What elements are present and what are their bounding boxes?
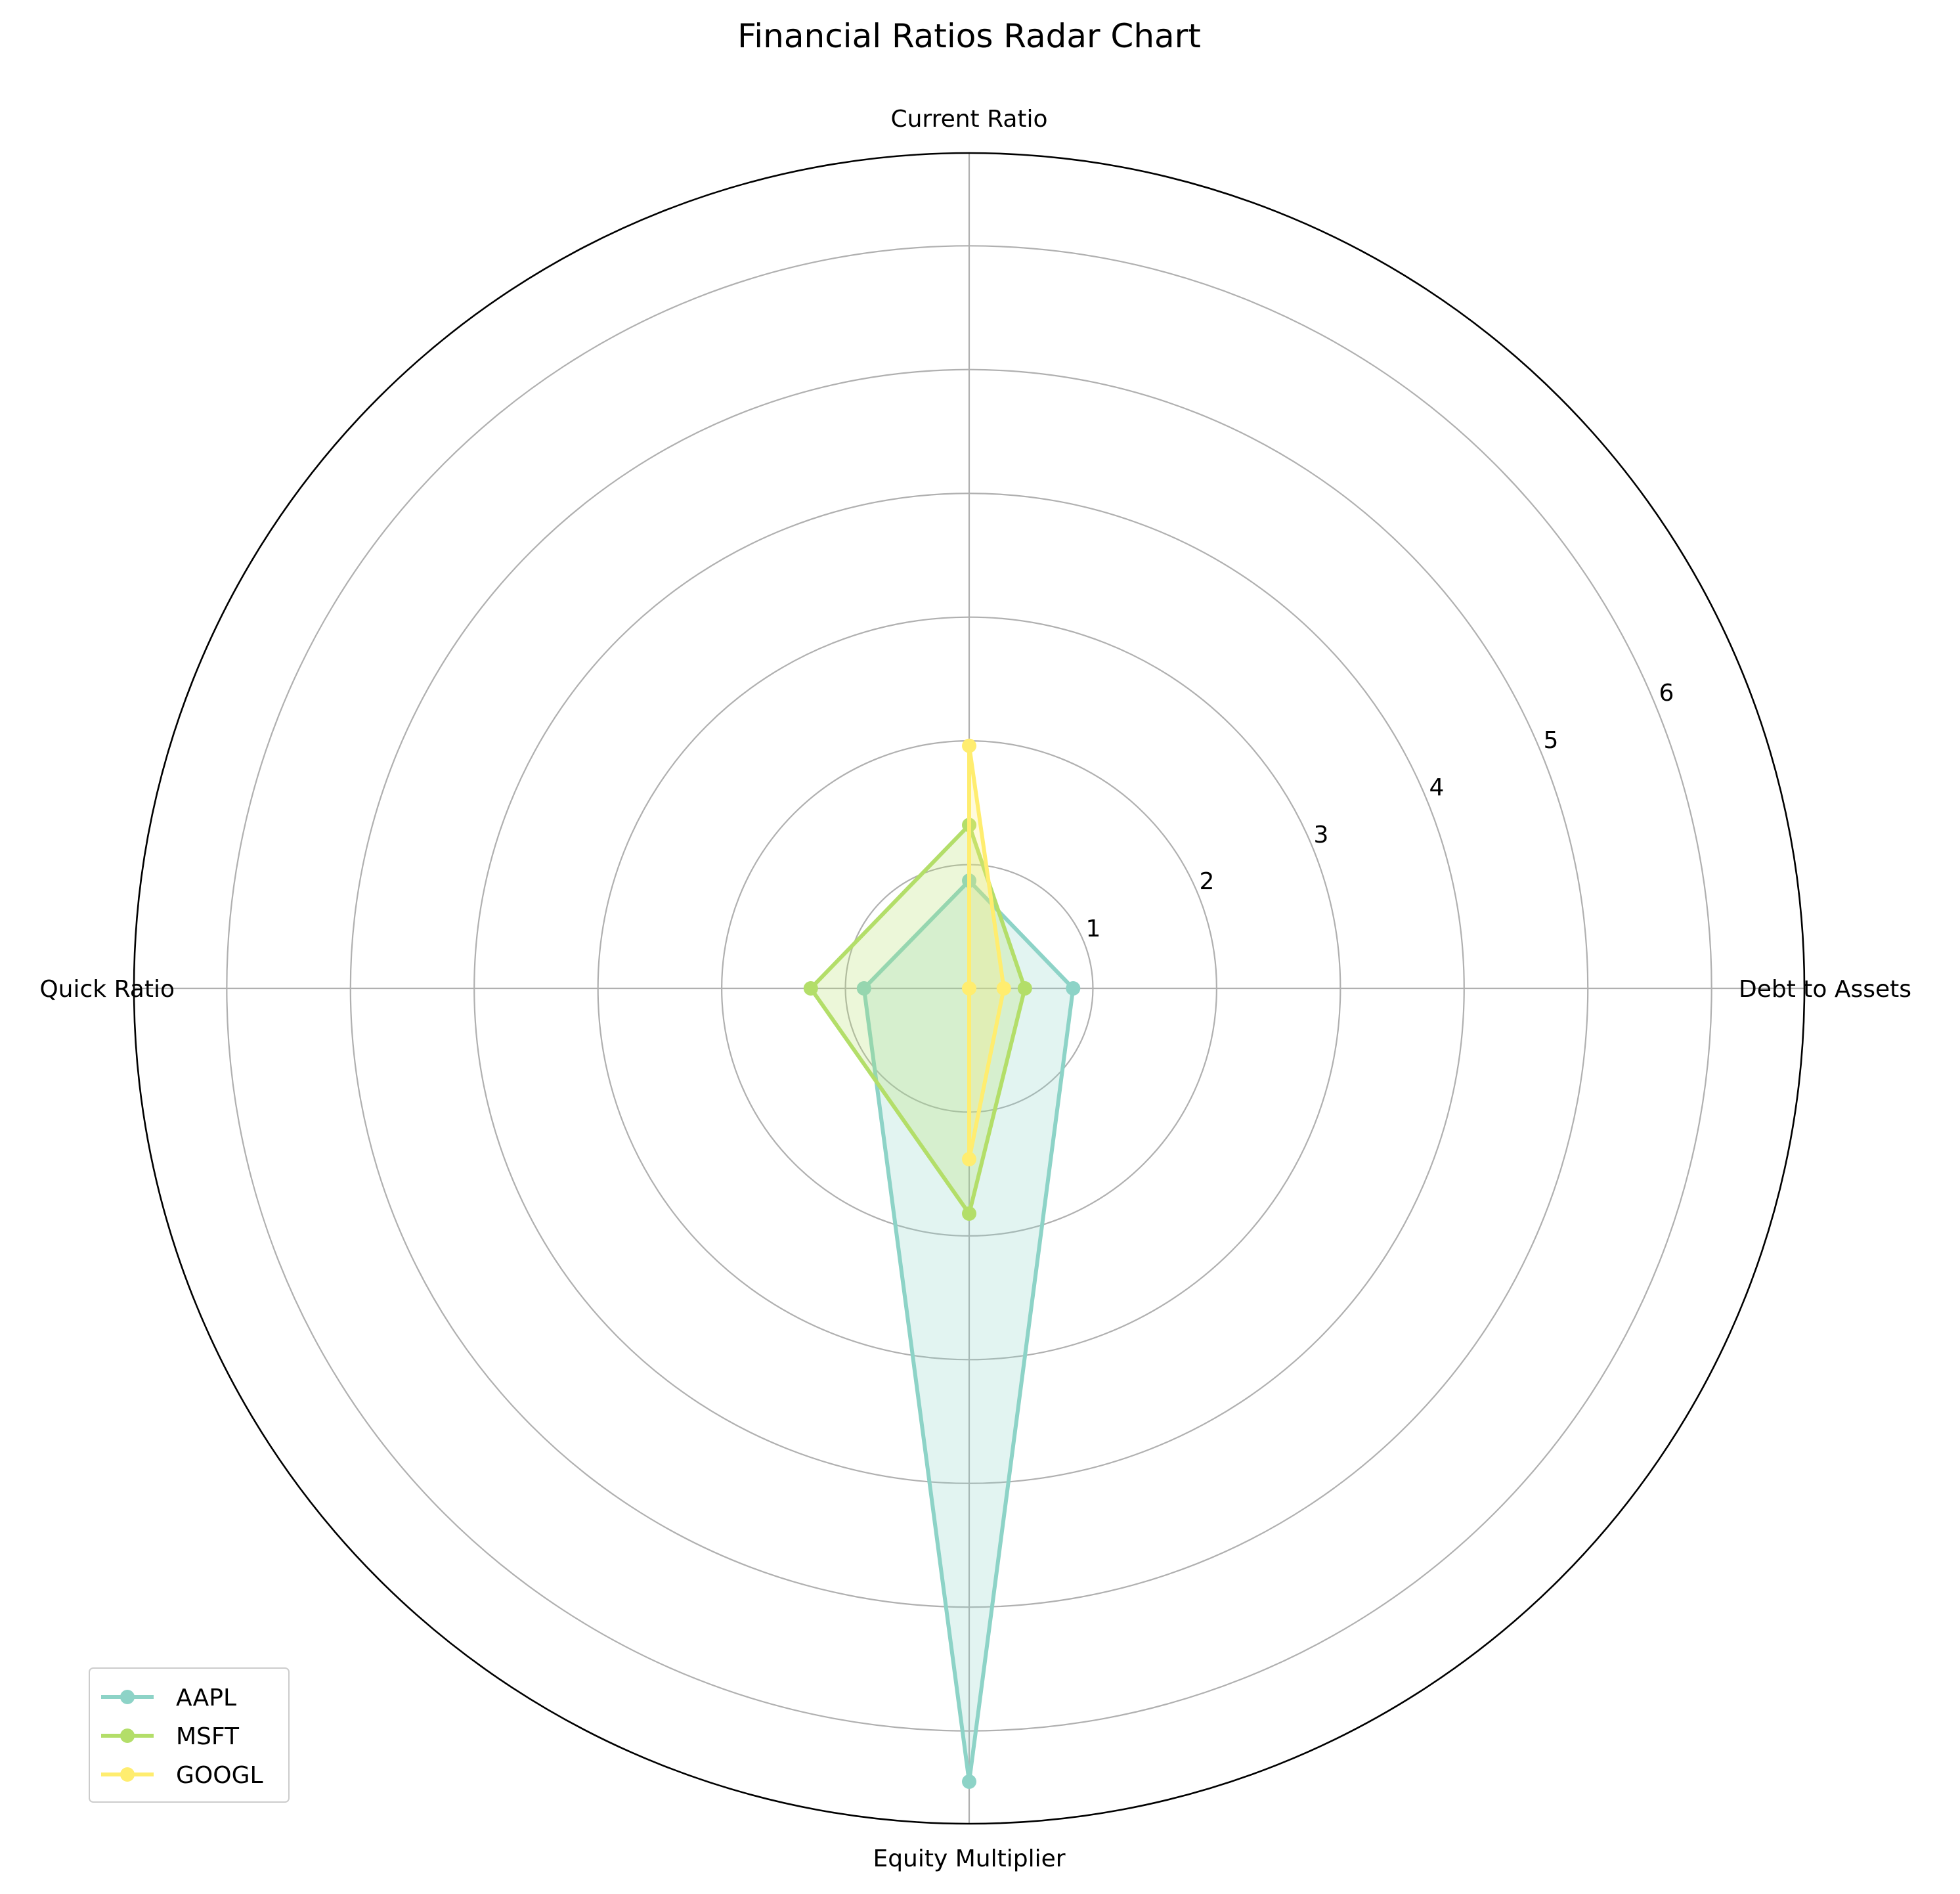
point-aapl-2 bbox=[1066, 981, 1081, 996]
legend-label-aapl: AAPL bbox=[176, 1685, 236, 1711]
axis-label-debt-to-assets: Debt to Assets bbox=[1739, 976, 1911, 1003]
legend-entry-googl: GOOGL bbox=[101, 1762, 263, 1789]
tick-label-5: 5 bbox=[1544, 727, 1559, 754]
point-googl-3 bbox=[962, 1152, 976, 1167]
legend-label-msft: MSFT bbox=[176, 1723, 240, 1750]
point-googl-1 bbox=[962, 738, 976, 753]
tick-label-2: 2 bbox=[1200, 868, 1215, 895]
plot-boundary bbox=[133, 152, 1806, 1825]
axis-label-current-ratio: Current Ratio bbox=[890, 106, 1047, 133]
point-aapl-4 bbox=[856, 981, 871, 996]
tick-label-3: 3 bbox=[1314, 822, 1329, 848]
point-msft-3 bbox=[962, 1206, 976, 1221]
tick-label-6: 6 bbox=[1659, 680, 1674, 707]
tick-label-1: 1 bbox=[1086, 915, 1101, 942]
chart-title: Financial Ratios Radar Chart bbox=[737, 17, 1201, 55]
series-area-aapl bbox=[863, 881, 1074, 1782]
point-msft-2 bbox=[1017, 981, 1032, 996]
point-aapl-3 bbox=[962, 1774, 976, 1789]
legend-entry-msft: MSFT bbox=[101, 1723, 240, 1750]
legend-label-googl: GOOGL bbox=[176, 1762, 263, 1789]
tick-label-4: 4 bbox=[1429, 774, 1445, 801]
point-msft-4 bbox=[803, 981, 818, 996]
legend-frame bbox=[89, 1667, 290, 1803]
legend: AAPL MSFT GOOGL bbox=[89, 1667, 290, 1803]
series-area-googl bbox=[969, 745, 1004, 1160]
series-layer bbox=[803, 738, 1081, 1789]
series-area-msft bbox=[810, 825, 1025, 1214]
point-googl-2 bbox=[996, 981, 1011, 996]
axis-label-equity-multiplier: Equity Multiplier bbox=[873, 1845, 1065, 1872]
radial-ticks: 1 2 3 4 5 6 bbox=[1086, 680, 1674, 942]
axis-label-quick-ratio: Quick Ratio bbox=[39, 976, 175, 1003]
legend-entry-aapl: AAPL bbox=[101, 1685, 236, 1711]
point-googl-4 bbox=[962, 981, 976, 996]
